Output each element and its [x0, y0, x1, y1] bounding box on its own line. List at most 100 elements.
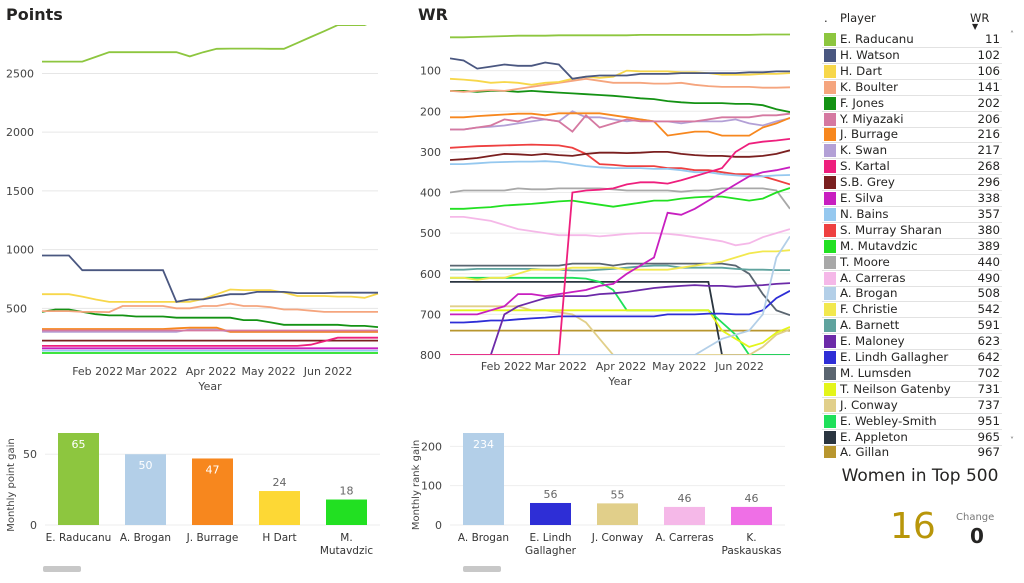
rank-gain-data-label: 46	[745, 492, 759, 505]
points-series-line-s-kartal	[42, 336, 378, 347]
wr-series-line-s-kartal	[450, 138, 790, 355]
table-scroll-down-icon[interactable]: ˅	[1010, 436, 1014, 445]
player-wr: 965	[977, 429, 1000, 444]
table-row[interactable]: A. Barnett 591	[822, 318, 1002, 335]
player-name: J. Conway	[840, 397, 898, 412]
wr-series-line-k-boulter	[450, 77, 790, 93]
player-name: E. Silva	[840, 191, 884, 205]
point-gain-scrollbar[interactable]	[43, 566, 81, 572]
table-row[interactable]: H. Watson 102	[822, 48, 1002, 64]
player-color-swatch	[824, 366, 836, 380]
table-row[interactable]: A. Carreras 490	[822, 271, 1002, 287]
wr-y-tick-label: 200	[420, 105, 441, 118]
point-gain-data-label: 24	[273, 476, 287, 489]
rank-gain-data-label: 234	[473, 438, 494, 451]
table-row[interactable]: S. Kartal 268	[822, 159, 1002, 176]
table-row[interactable]: Y. Miyazaki 206	[822, 112, 1002, 128]
rank-gain-bar-j-conway	[597, 503, 638, 525]
player-wr: 737	[977, 397, 1000, 412]
points-series-line-f-jones	[41, 308, 379, 328]
player-wr: 380	[977, 222, 1000, 237]
table-row[interactable]: E. Raducanu 11	[822, 32, 1002, 48]
player-name: H. Dart	[840, 63, 882, 78]
table-row[interactable]: K. Swan 217	[822, 143, 1002, 160]
table-scroll-up-icon[interactable]: ˄	[1010, 30, 1014, 39]
rank-gain-data-label: 55	[611, 488, 625, 501]
rank-gain-category-label: E. Lindh	[529, 532, 571, 544]
player-name: T. Neilson Gatenby	[840, 381, 951, 396]
wr-series-line-n-bains	[450, 160, 790, 178]
wr-series-line-a-brogan	[450, 235, 790, 355]
point-gain-category-label: E. Raducanu	[46, 532, 112, 544]
player-wr: 11	[984, 32, 1000, 46]
player-wr: 440	[977, 254, 1000, 269]
player-name: A. Brogan	[840, 286, 898, 301]
table-row[interactable]: S. Murray Sharan 380	[822, 223, 1002, 239]
player-color-swatch	[824, 96, 836, 110]
rank-gain-bar-a-brogan	[463, 433, 504, 525]
wr-x-tick-label: Apr 2022	[596, 360, 647, 373]
table-row[interactable]: H. Dart 106	[822, 64, 1002, 80]
point-gain-bar-a-brogan	[125, 454, 166, 525]
player-color-swatch	[824, 430, 836, 444]
points-y-tick-label: 1000	[6, 244, 34, 257]
table-row[interactable]: F. Jones 202	[822, 96, 1002, 112]
table-row[interactable]: T. Neilson Gatenby 731	[822, 382, 1002, 398]
table-row[interactable]: A. Brogan 508	[822, 286, 1002, 303]
points-series-line-h-dart	[42, 288, 379, 303]
points-y-tick-label: 1500	[6, 185, 34, 198]
player-color-swatch	[824, 351, 836, 364]
player-wr: 102	[977, 47, 1000, 62]
table-row[interactable]: E. Lindh Gallagher 642	[822, 350, 1002, 366]
wr-line-chart[interactable]: 100 200 300 400 500 600 700 800 Feb 2022 Mar 2022…	[405, 25, 805, 395]
table-row[interactable]: E. Silva 338	[822, 191, 1002, 207]
table-row[interactable]: J. Burrage 216	[822, 127, 1002, 144]
table-row[interactable]: E. Appleton 965	[822, 430, 1002, 446]
table-row[interactable]: E. Maloney 623	[822, 334, 1002, 351]
column-header-player[interactable]: Player	[840, 11, 876, 25]
table-row[interactable]: E. Webley-Smith 951	[822, 414, 1002, 430]
player-color-swatch	[824, 33, 836, 46]
rank-gain-bar-e-lindh-gallagher	[530, 502, 571, 525]
point-gain-category-label: Mutavdzic	[320, 545, 374, 557]
table-row[interactable]: T. Moore 440	[822, 255, 1002, 271]
kpi-change-label: Change	[956, 512, 995, 523]
rank-gain-scrollbar[interactable]	[463, 566, 501, 572]
table-row[interactable]: K. Boulter 141	[822, 80, 1002, 96]
wr-series-line-s-murray-sharan	[450, 143, 790, 186]
monthly-point-gain-chart[interactable]: 0 50 Monthly point gain 65 E. Raducanu 50 A. B…	[0, 425, 390, 565]
table-header: . Player WR ▼	[818, 6, 1016, 32]
points-line-chart[interactable]: 500 1000 1500 2000 2500 Feb 2022 Mar 2022 Apr 2…	[0, 25, 390, 395]
player-wr: 623	[977, 334, 1000, 349]
player-wr: 202	[977, 95, 1000, 110]
table-row[interactable]: J. Conway 737	[822, 398, 1002, 414]
player-name: E. Appleton	[840, 429, 908, 444]
player-color-swatch	[824, 319, 836, 333]
player-wr: 490	[977, 270, 1000, 285]
player-color-swatch	[824, 128, 836, 142]
player-color-swatch	[824, 160, 836, 174]
player-name: N. Bains	[840, 206, 889, 221]
point-gain-category-label: J. Burrage	[186, 532, 239, 544]
column-header-wr[interactable]: WR	[970, 11, 990, 25]
kpi-value: 16	[890, 506, 936, 547]
point-gain-data-label: 47	[206, 463, 220, 476]
points-x-axis-label: Year	[197, 380, 222, 393]
wr-series-line-e-raducanu	[450, 33, 790, 39]
player-name: S. Kartal	[840, 159, 890, 174]
table-row[interactable]: M. Mutavdzic 389	[822, 239, 1002, 255]
table-row[interactable]: M. Lumsden 702	[822, 366, 1002, 382]
kpi-title: Women in Top 500	[841, 466, 999, 486]
wr-series-line-h-watson	[450, 57, 790, 80]
rank-gain-data-label: 56	[544, 488, 558, 501]
table-row[interactable]: N. Bains 357	[822, 207, 1002, 223]
player-ranking-table[interactable]: . Player WR ▼ E. Raducanu 11 H. Watson 102 H…	[818, 6, 1016, 458]
table-row[interactable]: A. Gillan 967	[822, 445, 1002, 458]
point-gain-y-tick-label: 50	[23, 448, 37, 461]
wr-series-line-t-moore	[450, 187, 790, 210]
table-row[interactable]: S.B. Grey 296	[822, 175, 1002, 192]
player-color-swatch	[824, 192, 836, 205]
wr-y-tick-label: 500	[420, 227, 441, 240]
table-row[interactable]: F. Christie 542	[822, 302, 1002, 319]
